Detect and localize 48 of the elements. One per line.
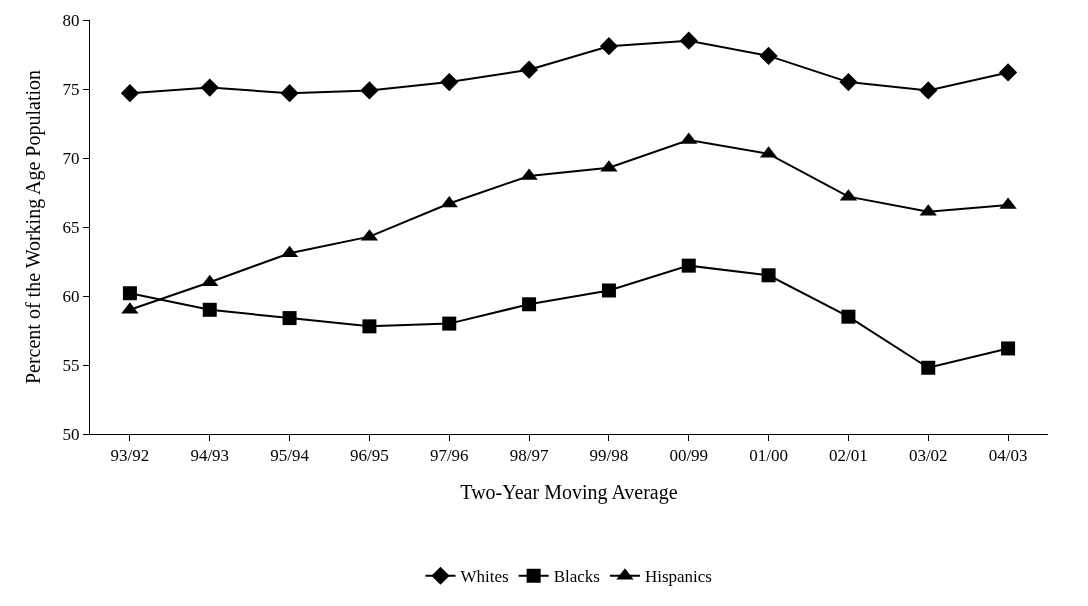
x-tick-label: 00/99 [669, 446, 709, 466]
point [1001, 341, 1016, 356]
x-tick-label: 97/96 [429, 446, 469, 466]
point [839, 73, 858, 92]
x-axis-title: Two-Year Moving Average [460, 480, 678, 504]
point [522, 297, 537, 312]
y-tick-label: 80 [62, 10, 80, 30]
x-tick-label: 96/95 [350, 446, 389, 466]
point [200, 78, 219, 97]
legend-label: Blacks [553, 567, 600, 587]
point [442, 316, 457, 331]
legend-label: Hispanics [644, 567, 712, 587]
point [202, 302, 217, 317]
point [280, 84, 299, 103]
point [120, 84, 140, 103]
point [681, 258, 696, 273]
point [440, 73, 459, 92]
point [601, 283, 616, 298]
x-tick-label: 99/98 [589, 446, 629, 466]
point [362, 319, 377, 334]
x-tick-label: 03/02 [908, 446, 948, 466]
point [122, 286, 137, 301]
x-tick-label: 95/94 [270, 446, 310, 466]
y-tick-label: 55 [62, 355, 80, 375]
y-axis-title: Percent of the Working Age Population [22, 69, 45, 385]
point [921, 360, 936, 375]
point [759, 46, 778, 65]
x-tick-label: 01/00 [749, 446, 788, 466]
x-tick-label: 02/01 [829, 446, 868, 466]
point [599, 37, 619, 56]
point [519, 60, 539, 79]
y-tick-label: 65 [62, 217, 80, 237]
point [679, 31, 698, 50]
point [998, 63, 1018, 82]
x-tick-label: 94/93 [190, 446, 230, 466]
point [841, 309, 856, 324]
point [919, 81, 938, 100]
y-tick-label: 50 [62, 424, 80, 444]
x-tick-label: 93/92 [110, 446, 150, 466]
y-tick-label: 60 [62, 286, 80, 306]
point [360, 81, 379, 100]
x-tick-label: 04/03 [988, 446, 1028, 466]
y-tick-label: 75 [62, 79, 80, 99]
legend-label: Whites [460, 567, 509, 587]
point [761, 268, 776, 283]
y-tick-label: 70 [62, 148, 80, 168]
point [282, 311, 297, 326]
x-tick-label: 98/97 [509, 446, 549, 466]
